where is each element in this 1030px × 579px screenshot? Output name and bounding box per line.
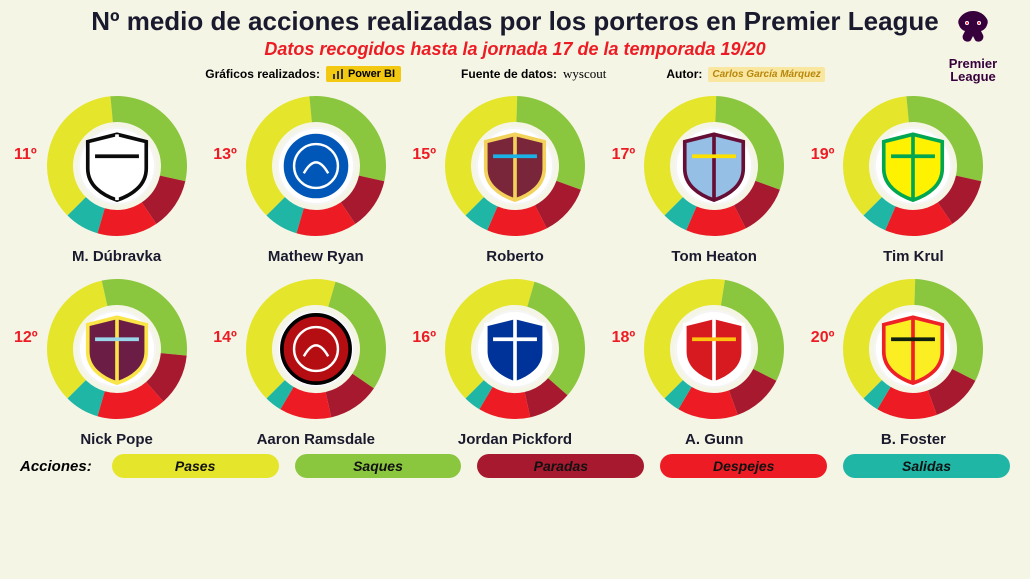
keeper-rank: 15º	[412, 146, 436, 164]
keeper-name: Mathew Ryan	[268, 248, 364, 265]
keeper-cell: 18º A. Gunn	[618, 269, 811, 448]
club-crest	[874, 310, 952, 388]
keeper-cell: 14º Aaron Ramsdale	[219, 269, 412, 448]
club-crest	[277, 127, 355, 205]
legend-item-pases: Pases	[112, 454, 279, 478]
club-crest	[78, 127, 156, 205]
legend-item-paradas: Paradas	[477, 454, 644, 478]
donut-chart	[37, 86, 197, 246]
keeper-grid: 11º M. Dúbravka 13º Mathew Ryan 15º Robe	[0, 82, 1030, 448]
meta-row: Gráficos realizados: Power BI Fuente de …	[0, 66, 1030, 82]
powerbi-badge: Power BI	[326, 66, 401, 82]
keeper-rank: 12º	[14, 329, 38, 347]
powerbi-label: Power BI	[348, 68, 395, 80]
page-subtitle: Datos recogidos hasta la jornada 17 de l…	[0, 39, 1030, 60]
meta-author: Autor: Carlos García Márquez	[666, 66, 824, 82]
author-badge: Carlos García Márquez	[708, 67, 824, 82]
keeper-name: Nick Pope	[80, 431, 153, 448]
club-crest	[476, 310, 554, 388]
legend-item-salidas: Salidas	[843, 454, 1010, 478]
donut-chart	[634, 86, 794, 246]
keeper-name: Aaron Ramsdale	[257, 431, 375, 448]
page-title: Nº medio de acciones realizadas por los …	[0, 6, 1030, 37]
donut-chart	[236, 269, 396, 429]
pl-logo-bottom: League	[950, 69, 996, 84]
donut-chart	[435, 269, 595, 429]
keeper-cell: 12º Nick Pope	[20, 269, 213, 448]
keeper-rank: 16º	[412, 329, 436, 347]
legend-item-despejes: Despejes	[660, 454, 827, 478]
keeper-cell: 20º B. Foster	[817, 269, 1010, 448]
keeper-cell: 15º Roberto	[418, 86, 611, 265]
keeper-name: B. Foster	[881, 431, 946, 448]
donut-chart	[634, 269, 794, 429]
keeper-cell: 13º Mathew Ryan	[219, 86, 412, 265]
club-crest	[78, 310, 156, 388]
keeper-rank: 14º	[213, 329, 237, 347]
lion-icon	[949, 7, 997, 55]
keeper-cell: 11º M. Dúbravka	[20, 86, 213, 265]
premier-league-logo: Premier League	[934, 6, 1012, 84]
donut-chart	[236, 86, 396, 246]
legend: Acciones: Pases Saques Paradas Despejes Sali…	[0, 448, 1030, 488]
keeper-cell: 19º Tim Krul	[817, 86, 1010, 265]
keeper-rank: 11º	[14, 146, 37, 164]
pl-logo-text: Premier League	[949, 57, 997, 83]
keeper-name: Jordan Pickford	[458, 431, 572, 448]
meta-charts: Gráficos realizados: Power BI	[205, 66, 401, 82]
legend-item-saques: Saques	[295, 454, 462, 478]
meta-source: Fuente de datos: wyscout	[461, 66, 606, 82]
club-crest	[874, 127, 952, 205]
keeper-rank: 13º	[213, 146, 237, 164]
donut-chart	[37, 269, 197, 429]
club-crest	[476, 127, 554, 205]
keeper-cell: 17º Tom Heaton	[618, 86, 811, 265]
donut-chart	[833, 86, 993, 246]
keeper-rank: 17º	[612, 146, 636, 164]
keeper-name: A. Gunn	[685, 431, 743, 448]
donut-chart	[833, 269, 993, 429]
club-crest	[675, 310, 753, 388]
meta-source-label: Fuente de datos:	[461, 67, 557, 81]
club-crest	[277, 310, 355, 388]
meta-charts-label: Gráficos realizados:	[205, 67, 320, 81]
meta-author-label: Autor:	[666, 67, 702, 81]
keeper-name: Roberto	[486, 248, 544, 265]
club-crest	[675, 127, 753, 205]
keeper-rank: 20º	[811, 329, 835, 347]
legend-title: Acciones:	[20, 458, 92, 475]
meta-source-value: wyscout	[563, 66, 606, 82]
donut-chart	[435, 86, 595, 246]
keeper-rank: 19º	[811, 146, 835, 164]
keeper-name: M. Dúbravka	[72, 248, 161, 265]
keeper-cell: 16º Jordan Pickford	[418, 269, 611, 448]
keeper-name: Tim Krul	[883, 248, 944, 265]
powerbi-icon	[332, 68, 344, 80]
keeper-name: Tom Heaton	[671, 248, 757, 265]
header: Nº medio de acciones realizadas por los …	[0, 0, 1030, 82]
keeper-rank: 18º	[612, 329, 636, 347]
